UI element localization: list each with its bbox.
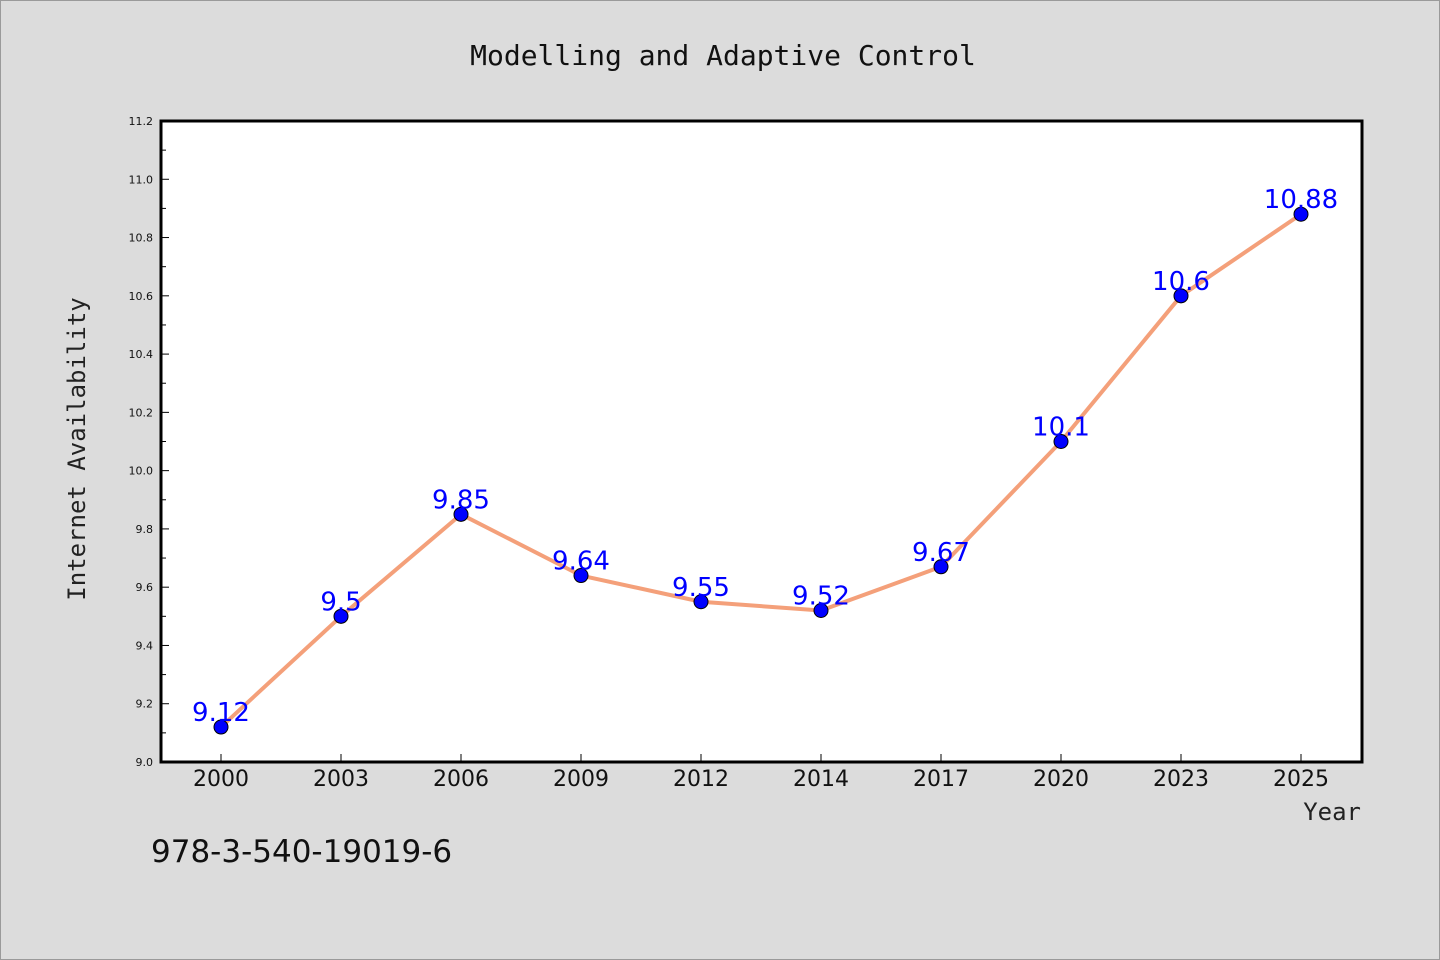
x-tick-label: 2017 (913, 767, 969, 792)
data-label: 10.1 (1032, 413, 1090, 443)
x-tick-label: 2023 (1153, 767, 1209, 792)
x-tick-label: 2006 (433, 767, 489, 792)
x-tick-label: 2003 (313, 767, 369, 792)
x-axis: 2000 2003 2006 2009 2012 2014 2017 2020 2023 2025 (193, 754, 1329, 792)
data-label: 10.88 (1264, 185, 1338, 215)
y-tick-label: 10.8 (129, 232, 154, 245)
data-label: 9.52 (792, 581, 850, 611)
data-label: 9.55 (672, 573, 730, 603)
data-point (693, 594, 709, 610)
data-label: 9.5 (320, 587, 361, 617)
y-axis-title: Internet Availability (63, 297, 91, 600)
data-label: 10.6 (1152, 267, 1210, 297)
data-label: 9.67 (912, 538, 970, 568)
y-tick-label: 10.6 (129, 290, 154, 303)
y-tick-label: 11.2 (129, 115, 154, 128)
y-tick-label: 9.0 (136, 756, 154, 769)
data-label: 9.64 (552, 547, 610, 577)
x-tick-label: 2012 (673, 767, 729, 792)
isbn-code: 978-3-540-19019-6 (151, 834, 453, 870)
data-point (213, 719, 229, 735)
series-line (219, 212, 1303, 730)
data-point (1173, 288, 1189, 304)
data-point (453, 506, 469, 522)
data-point (573, 568, 589, 584)
y-tick-label: 10.0 (129, 465, 154, 478)
y-tick-label: 9.8 (136, 523, 154, 536)
series-layer (213, 206, 1309, 735)
data-label: 9.12 (192, 698, 250, 728)
y-tick-label: 11.0 (129, 173, 154, 186)
x-tick-label: 2020 (1033, 767, 1089, 792)
data-point (813, 602, 829, 618)
y-tick-label: 9.6 (136, 581, 154, 594)
y-tick-label: 10.2 (129, 406, 154, 419)
data-point (1293, 206, 1309, 222)
data-label: 9.85 (432, 485, 490, 515)
plot-area (159, 119, 1364, 764)
y-tick-label: 9.4 (136, 639, 154, 652)
y-axis: 9.0 9.2 9.4 9.6 9.8 10.0 10.2 10.4 10.6 10.8 11.0 1… (129, 115, 169, 769)
x-tick-label: 2025 (1273, 767, 1329, 792)
y-tick-label: 9.2 (136, 698, 154, 711)
x-tick-label: 2000 (193, 767, 249, 792)
y-tick-label: 10.4 (129, 348, 154, 361)
x-axis-title: Year (1303, 798, 1361, 826)
x-tick-label: 2009 (553, 767, 609, 792)
data-point (933, 559, 949, 575)
data-point (333, 608, 349, 624)
x-tick-label: 2014 (793, 767, 849, 792)
data-label-layer: 9.12 9.5 9.85 9.64 9.55 9.52 9.67 10.1 10.6 10.88 (192, 185, 1338, 728)
chart-title: Modelling and Adaptive Control (470, 39, 976, 72)
data-point (1053, 434, 1069, 449)
